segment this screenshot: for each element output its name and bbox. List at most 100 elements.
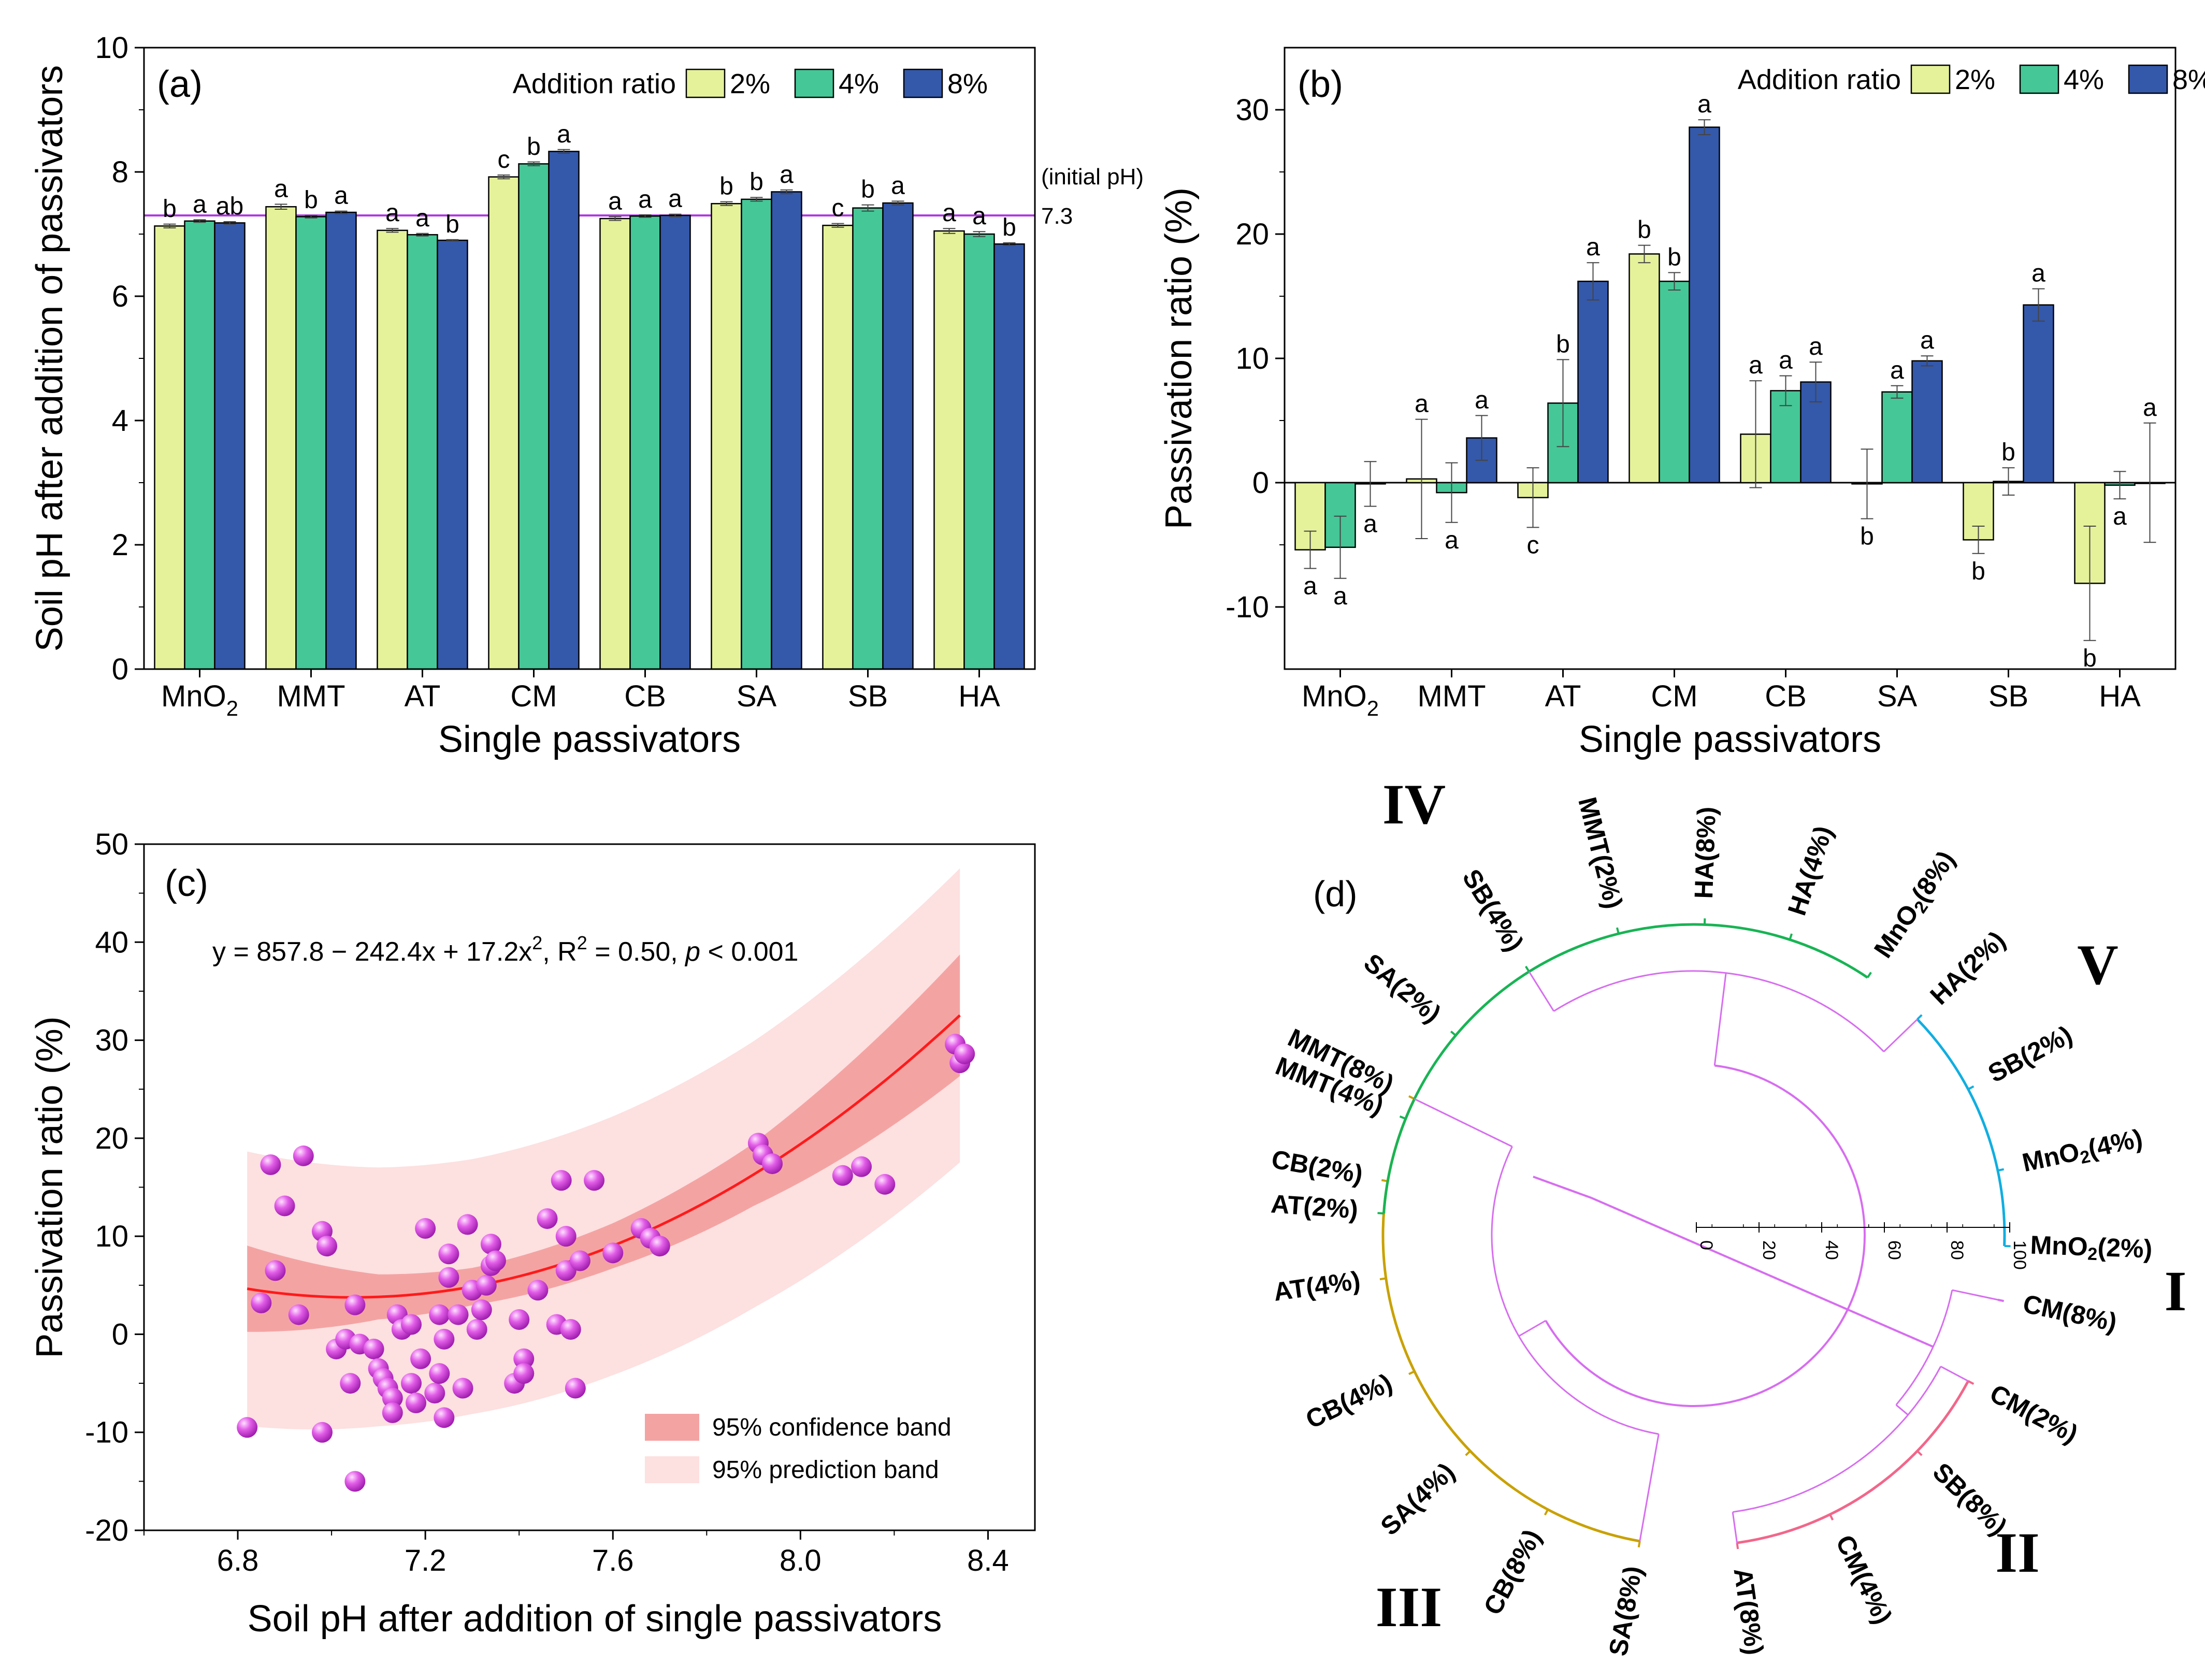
leaf-label: SA(8%) (1603, 1564, 1648, 1658)
scale-tick-label: 20 (1759, 1240, 1779, 1260)
significance-letter-CB-4%: a (638, 186, 652, 213)
significance-letter-AT-2%: c (1527, 531, 1539, 559)
x-axis-title: Single passivators (438, 719, 741, 760)
y-tick-label: 30 (95, 1024, 128, 1058)
y-tick-label: 8 (112, 155, 128, 189)
significance-letter-MMT-8%: a (1475, 386, 1489, 414)
legend-title: Addition ratio (513, 68, 676, 99)
legend-swatch-2% (1910, 64, 1951, 94)
y-tick-label: 10 (95, 1220, 128, 1253)
eq-part: = 0.50, (587, 937, 685, 967)
bar-SA-2% (711, 202, 742, 670)
significance-letter-CM-8%: a (1697, 91, 1711, 118)
leaf-label: MnO2(4%) (2020, 1124, 2145, 1180)
leaf-tip (1916, 1014, 1923, 1020)
significance-letter-CM-4%: b (1667, 243, 1681, 271)
legend-swatch-8% (2128, 64, 2168, 94)
data-point (851, 1156, 872, 1177)
bar-AT-2% (377, 229, 408, 670)
x-tick-label-MnO2-sub: 2 (226, 696, 238, 720)
data-point (312, 1422, 333, 1443)
y-tick-label: 0 (112, 653, 128, 686)
x-tick-label: 7.2 (405, 1544, 446, 1577)
bar-MnO2-8% (214, 222, 246, 670)
leaf-tip (1916, 1450, 1923, 1456)
y-tick-label: -10 (1226, 590, 1269, 624)
legend-title: Addition ratio (1738, 64, 1901, 95)
data-point (565, 1378, 586, 1399)
bar-SB-8% (2023, 304, 2054, 484)
significance-letter-CB-2%: a (1749, 352, 1763, 379)
legend-swatch-8% (903, 68, 943, 98)
bar-CM-8% (1689, 126, 1720, 484)
y-tick-label: 4 (112, 404, 128, 438)
data-point (293, 1145, 314, 1166)
x-tick-label-HA: HA (2099, 679, 2141, 713)
x-tick-label-SB-main: SB (848, 679, 888, 713)
significance-letter-AT-8%: a (1586, 234, 1600, 261)
x-tick-label-CM-main: CM (1651, 679, 1697, 713)
data-point (509, 1309, 530, 1330)
x-tick-label-CM: CM (510, 679, 557, 713)
leaf-tip (1524, 965, 1530, 973)
x-tick-label: 8.4 (967, 1544, 1009, 1577)
y-tick-label: 0 (112, 1317, 128, 1351)
legend-confidence-swatch (645, 1414, 699, 1441)
x-tick-label-MMT: MMT (277, 679, 345, 713)
leaf-label: MMT(2%) (1573, 794, 1628, 911)
y-tick-label: 0 (1252, 466, 1269, 500)
leaf-label: CM(8%) (2021, 1289, 2120, 1337)
x-tick-label-SB: SB (848, 679, 888, 713)
leaf-tip (1379, 1277, 1387, 1281)
branch (1639, 1433, 1660, 1542)
leaf-label: SB(2%) (1983, 1020, 2077, 1089)
bar-SA-4% (1881, 391, 1913, 484)
legend-label-8%: 8% (2172, 64, 2205, 95)
initial-ph-label: (initial pH) (1041, 164, 1144, 190)
significance-letter-MnO2-8%: ab (216, 193, 243, 220)
x-tick-label-CB-main: CB (624, 679, 666, 713)
data-point (274, 1195, 295, 1216)
legend-label-4%: 4% (2064, 64, 2104, 95)
x-tick-label-CB: CB (624, 679, 666, 713)
bar-CM-4% (518, 163, 550, 670)
scale-tick-label: 60 (1884, 1240, 1904, 1260)
bar-CB-8% (659, 214, 691, 670)
y-tick-label: 40 (95, 925, 128, 959)
legend-prediction-swatch (645, 1456, 699, 1483)
data-point (429, 1304, 450, 1325)
panel-c-scatter-plot: -20 -10 0 10 20 30 40 50 6.8 7.2 7.6 8.0 8.4 Soil pH … (29, 828, 1036, 1640)
y-tick-label: 10 (1235, 342, 1269, 375)
data-point (480, 1234, 501, 1255)
leaf-label: AT(4%) (1272, 1266, 1362, 1307)
bar-CM-8% (548, 151, 580, 670)
x-tick-label-MMT-main: MMT (1417, 679, 1486, 713)
x-tick-label-CM: CM (1651, 679, 1697, 713)
x-tick-label-AT-main: AT (1545, 679, 1581, 713)
significance-letter-HA-2%: b (2083, 645, 2097, 672)
leaf-tip (1408, 1370, 1415, 1375)
data-point (340, 1373, 361, 1394)
data-point (475, 1275, 497, 1296)
bar-CM-2% (1628, 253, 1660, 484)
significance-letter-SA-4%: b (750, 168, 763, 196)
data-point (762, 1153, 783, 1175)
legend-swatch-4% (794, 68, 834, 98)
y-tick-label: 20 (95, 1122, 128, 1155)
data-point (602, 1242, 624, 1264)
data-point (438, 1243, 459, 1265)
significance-letter-SB-8%: a (2031, 260, 2045, 287)
leaf-label-main: MnO (2020, 1137, 2082, 1178)
x-tick-label-MnO2-main: MnO (1302, 679, 1367, 713)
data-point (237, 1417, 258, 1438)
legend-label-2%: 2% (1955, 64, 1995, 95)
eq-p: p (684, 937, 700, 967)
scale-tick-label: 0 (1696, 1240, 1716, 1250)
significance-letter-CM-2%: c (498, 146, 510, 173)
leaf-tip (1544, 1509, 1549, 1516)
eq-part: y = 857.8 − 242.4x + 17.2x (212, 937, 532, 967)
leaf-label: SB(4%) (1457, 864, 1529, 956)
x-tick-label-MnO2-sub: 2 (1367, 696, 1379, 720)
branch (1940, 1366, 1969, 1382)
bar-HA-2% (933, 230, 965, 670)
